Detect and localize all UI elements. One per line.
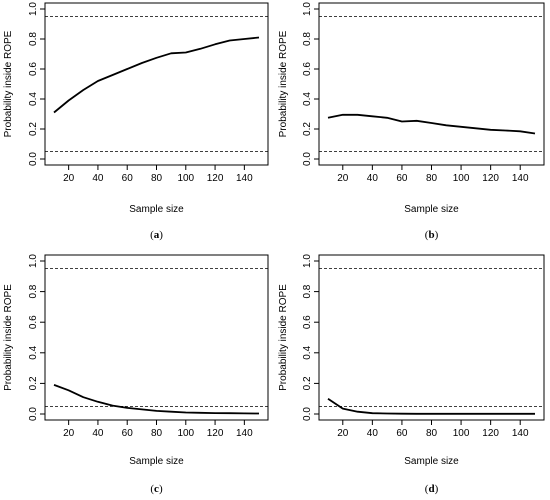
x-tick-label: 40 <box>92 428 104 439</box>
y-tick-label: 1.0 <box>28 254 39 268</box>
y-tick-label: 0.4 <box>28 345 39 359</box>
x-tick-label: 60 <box>396 173 408 184</box>
x-axis-title: Sample size <box>129 456 184 467</box>
chart-panel-b: 20 40 60 80 100 120 140 0.0 0.2 0.4 0.6 0.8 1.0 Sampl… <box>278 2 545 241</box>
series-line <box>327 397 535 415</box>
x-tick-label: 120 <box>207 428 224 439</box>
y-axis-title: Probability inside ROPE <box>278 284 289 391</box>
x-tick-label: 120 <box>482 428 499 439</box>
x-tick-label: 140 <box>512 428 529 439</box>
y-tick-label: 0.0 <box>28 152 39 166</box>
x-tick-label: 40 <box>367 428 379 439</box>
panel-caption: (a) <box>150 229 163 241</box>
y-tick-label: 0.2 <box>28 122 39 136</box>
x-tick-label: 140 <box>236 173 253 184</box>
x-tick-label: 20 <box>337 428 349 439</box>
series-line <box>53 36 260 114</box>
y-axis-title: Probability inside ROPE <box>278 30 289 137</box>
x-tick-label: 100 <box>453 173 470 184</box>
x-tick-label: 60 <box>122 173 134 184</box>
x-axis-title: Sample size <box>129 204 184 215</box>
y-axis-title: Probability inside ROPE <box>3 30 14 137</box>
chart-panel-d: 20 40 60 80 100 120 140 0.0 0.2 0.4 0.6 0.8 1.0 Sampl… <box>278 254 545 495</box>
y-tick-label: 0.4 <box>28 92 39 106</box>
x-tick-label: 140 <box>236 428 253 439</box>
panel-caption: (d) <box>425 483 439 495</box>
x-tick-label: 100 <box>177 428 194 439</box>
y-tick-label: 0.8 <box>302 284 313 298</box>
x-tick-label: 80 <box>151 428 163 439</box>
x-tick-label: 40 <box>367 173 379 184</box>
x-tick-label: 140 <box>512 173 529 184</box>
series-line <box>53 384 260 415</box>
y-tick-label: 0.0 <box>28 407 39 421</box>
panel-caption: (b) <box>425 229 439 241</box>
y-tick-label: 0.6 <box>28 315 39 329</box>
y-tick-label: 0.4 <box>302 345 313 359</box>
x-tick-label: 120 <box>207 173 224 184</box>
y-tick-label: 1.0 <box>302 2 313 16</box>
y-tick-label: 0.8 <box>28 32 39 46</box>
x-tick-label: 40 <box>92 173 104 184</box>
chart-panel-a: 20 40 60 80 100 120 140 0.0 0.2 0.4 0.6 0.8 1.0 Sampl… <box>3 2 269 241</box>
y-tick-label: 0.4 <box>302 92 313 106</box>
y-tick-label: 0.0 <box>302 152 313 166</box>
x-tick-label: 120 <box>482 173 499 184</box>
plot-frame <box>318 2 545 166</box>
x-tick-label: 80 <box>426 173 438 184</box>
x-tick-label: 80 <box>426 428 438 439</box>
y-tick-label: 0.2 <box>302 376 313 390</box>
y-axis-title: Probability inside ROPE <box>3 284 14 391</box>
y-tick-label: 0.6 <box>28 62 39 76</box>
y-tick-label: 0.2 <box>302 122 313 136</box>
y-tick-label: 0.8 <box>302 32 313 46</box>
x-axis-title: Sample size <box>404 204 459 215</box>
plot-frame <box>318 254 545 421</box>
x-tick-label: 100 <box>453 428 470 439</box>
plot-frame <box>44 2 269 166</box>
x-tick-label: 20 <box>63 173 75 184</box>
x-axis-title: Sample size <box>404 456 459 467</box>
panel-caption: (c) <box>150 483 163 495</box>
x-tick-label: 20 <box>63 428 75 439</box>
y-tick-label: 0.0 <box>302 407 313 421</box>
y-tick-label: 1.0 <box>302 254 313 268</box>
x-tick-label: 80 <box>151 173 163 184</box>
y-tick-label: 0.2 <box>28 376 39 390</box>
x-tick-label: 60 <box>396 428 408 439</box>
series-line <box>327 113 536 135</box>
x-tick-label: 100 <box>177 173 194 184</box>
y-tick-label: 0.6 <box>302 315 313 329</box>
x-tick-label: 60 <box>122 428 134 439</box>
y-tick-label: 0.8 <box>28 284 39 298</box>
x-tick-label: 20 <box>337 173 349 184</box>
y-tick-label: 0.6 <box>302 62 313 76</box>
y-tick-label: 1.0 <box>28 2 39 16</box>
chart-panel-c: 20 40 60 80 100 120 140 0.0 0.2 0.4 0.6 0.8 1.0 Sampl… <box>3 254 269 495</box>
